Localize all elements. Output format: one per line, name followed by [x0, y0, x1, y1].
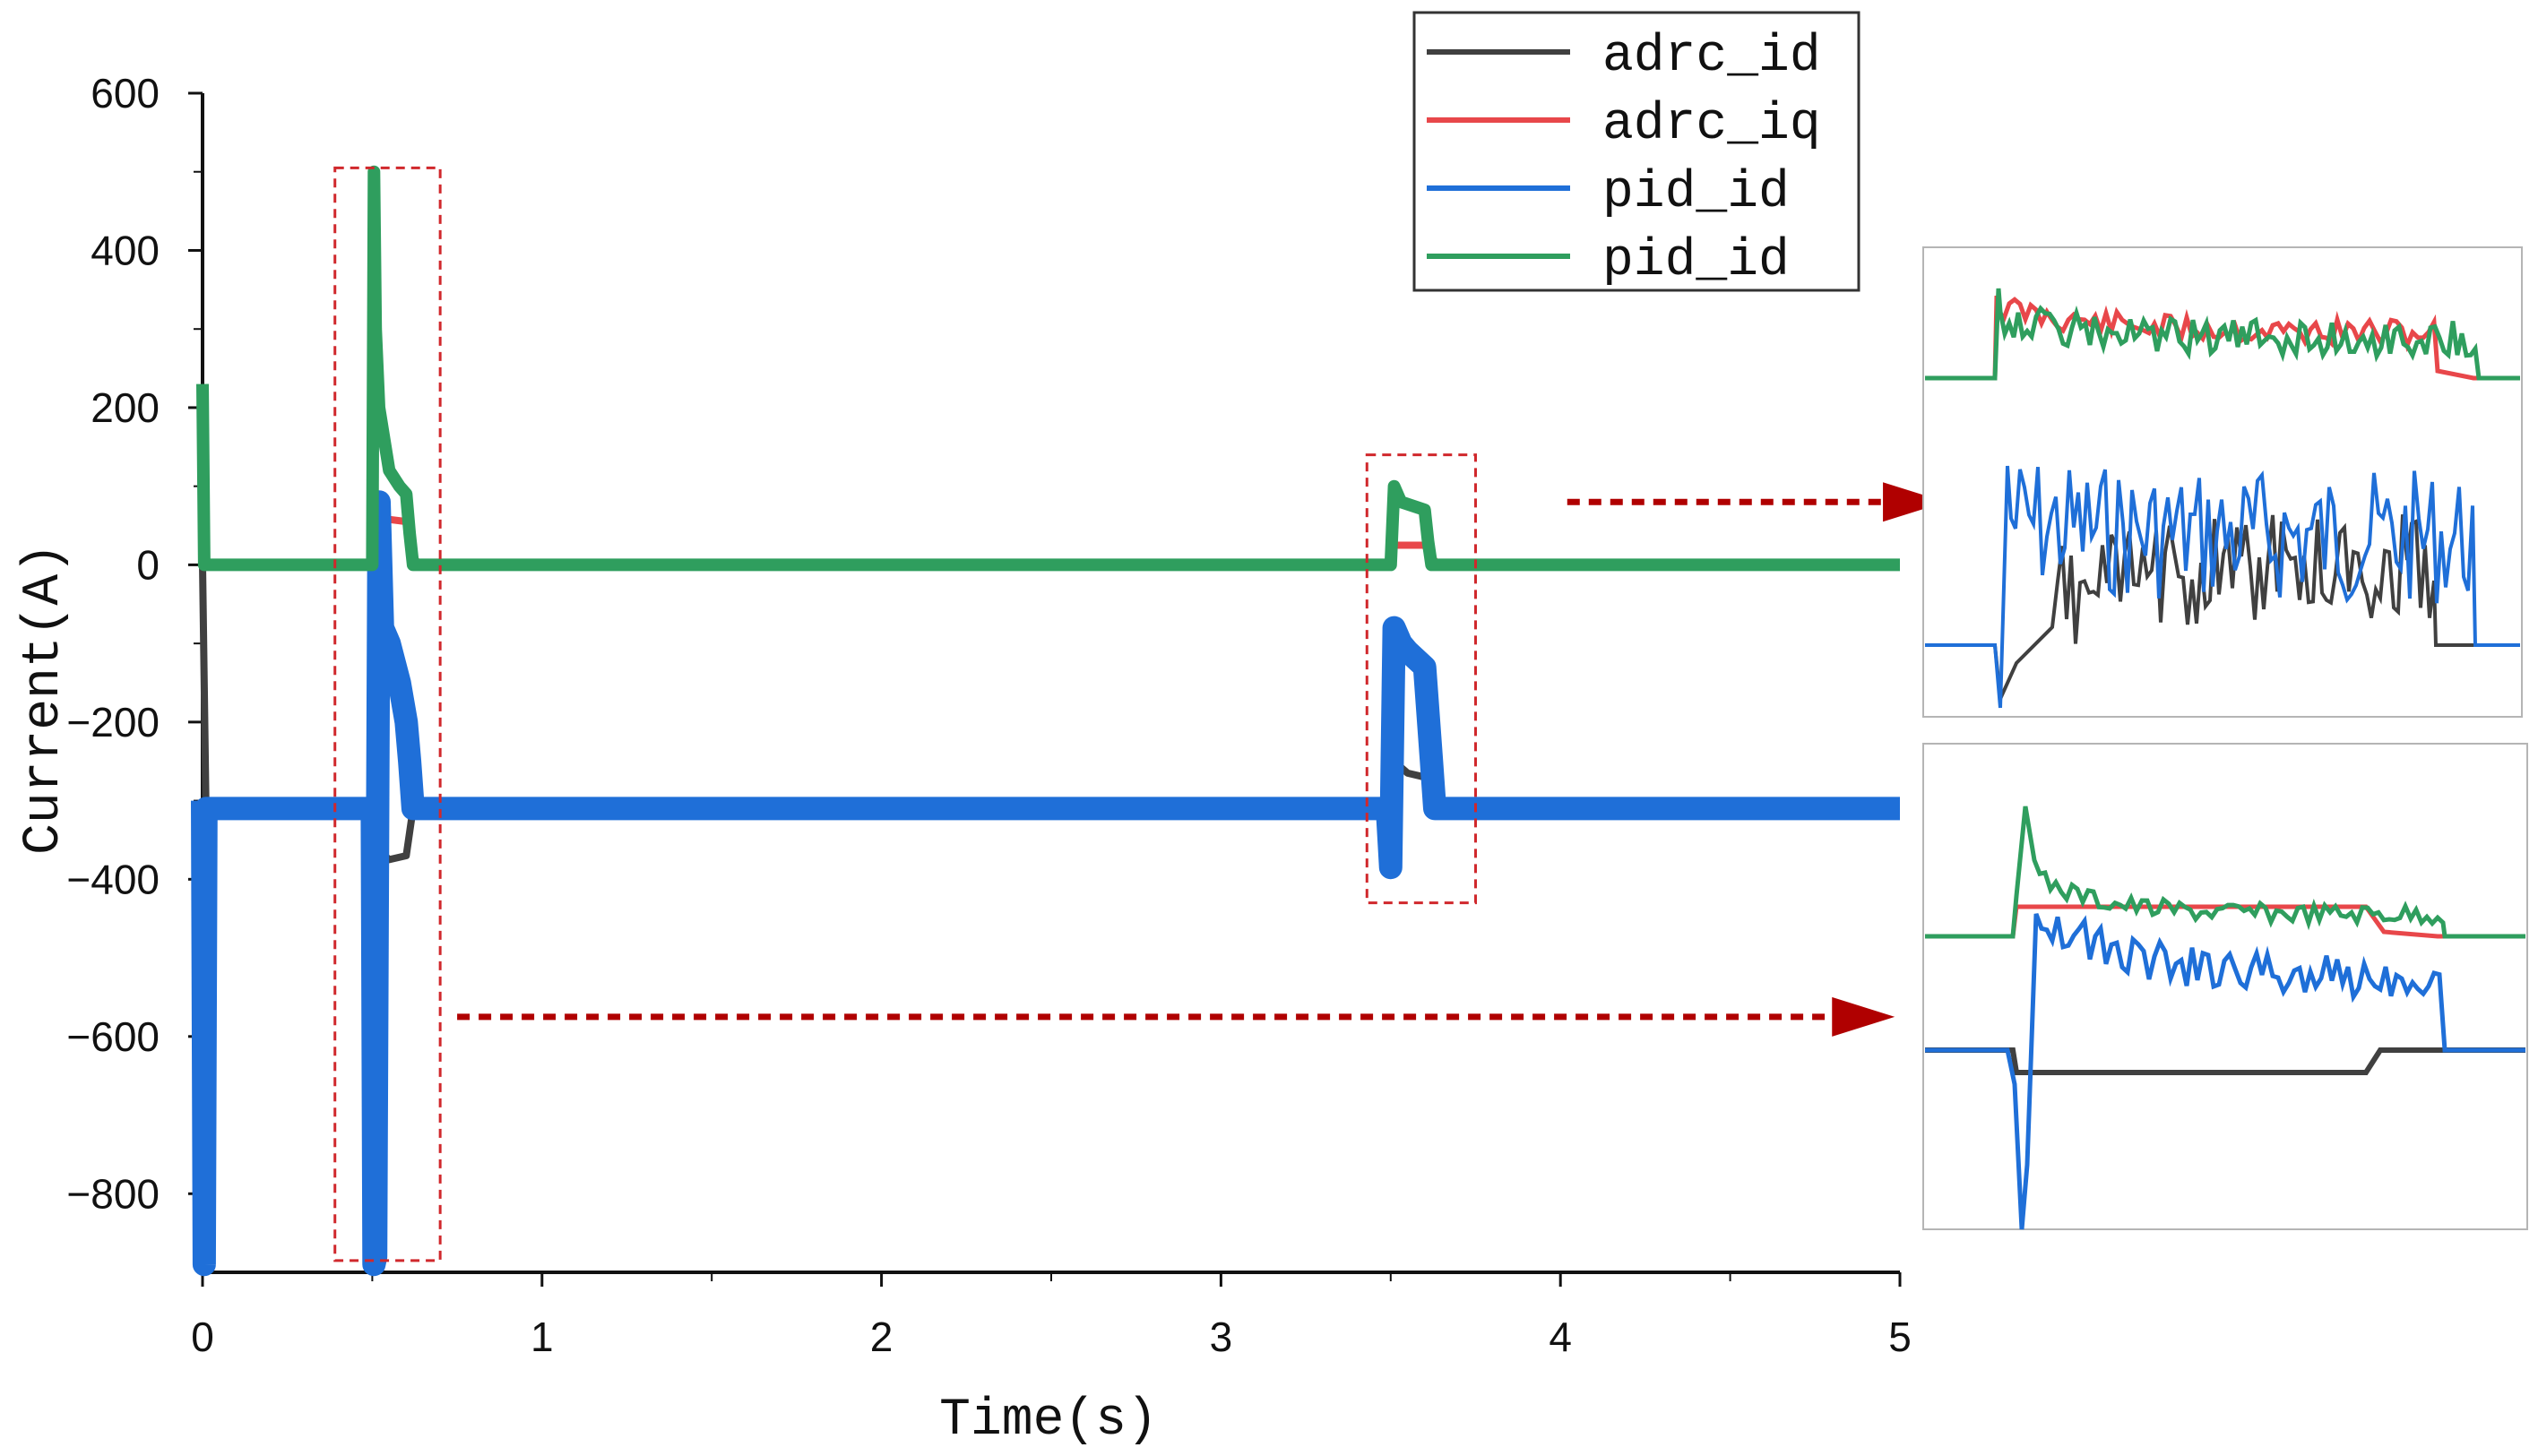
y-tick-label: −800 — [66, 1170, 160, 1217]
y-ticks: 600 400 200 0 −200 −400 −600 −800 — [66, 70, 203, 1217]
x-axis-title: Time(s) — [939, 1391, 1158, 1450]
inset-waveform — [1925, 465, 2520, 709]
series-line-adrc_iq — [199, 513, 1900, 569]
legend: adrc_id adrc_iq pid_id pid_id — [1412, 11, 1860, 292]
main-plot: 600 400 200 0 −200 −400 −600 −800 0 1 2 3 4 5 — [66, 70, 1947, 1360]
series-layer — [191, 165, 1900, 1277]
annotation-layer — [333, 166, 1947, 1262]
zoom-arrow-head — [1832, 996, 1895, 1037]
legend-box — [1412, 11, 1860, 292]
x-tick-label: 0 — [191, 1314, 214, 1360]
x-tick-label: 2 — [870, 1314, 893, 1360]
series-line-pid_id — [191, 490, 1900, 1277]
x-tick-label: 3 — [1210, 1314, 1233, 1360]
legend-label: adrc_id — [1602, 28, 1821, 86]
y-axis-title: Current(A) — [15, 543, 73, 855]
inset-zoom-second-step — [1922, 246, 2523, 718]
y-tick-label: −200 — [66, 699, 160, 745]
zoom-arrow-head — [1883, 482, 1947, 522]
x-ticks: 0 1 2 3 4 5 — [191, 1272, 1912, 1360]
series-line-pid_id — [196, 165, 1900, 572]
x-tick-label: 1 — [531, 1314, 554, 1360]
inset-waveform — [1925, 288, 2520, 381]
zoom-region-box — [333, 166, 442, 1262]
zoom-region-box — [1365, 453, 1478, 905]
y-tick-label: 600 — [91, 70, 160, 116]
inset-zoom-first-step — [1922, 743, 2528, 1230]
inset-waveform — [1925, 806, 2525, 939]
inset-waveform — [1925, 913, 2525, 1230]
y-tick-label: −400 — [66, 856, 160, 902]
legend-label: adrc_iq — [1602, 96, 1821, 154]
y-tick-label: −600 — [66, 1013, 160, 1060]
x-tick-label: 5 — [1888, 1314, 1912, 1360]
y-tick-label: 200 — [91, 384, 160, 431]
y-tick-label: 400 — [91, 227, 160, 273]
legend-label: pid_id — [1602, 232, 1790, 290]
inset-frame — [1922, 743, 2528, 1230]
legend-items: adrc_id adrc_iq pid_id pid_id — [1427, 28, 1821, 290]
y-tick-label: 0 — [136, 541, 160, 588]
x-tick-label: 4 — [1549, 1314, 1572, 1360]
legend-label: pid_id — [1602, 164, 1790, 222]
